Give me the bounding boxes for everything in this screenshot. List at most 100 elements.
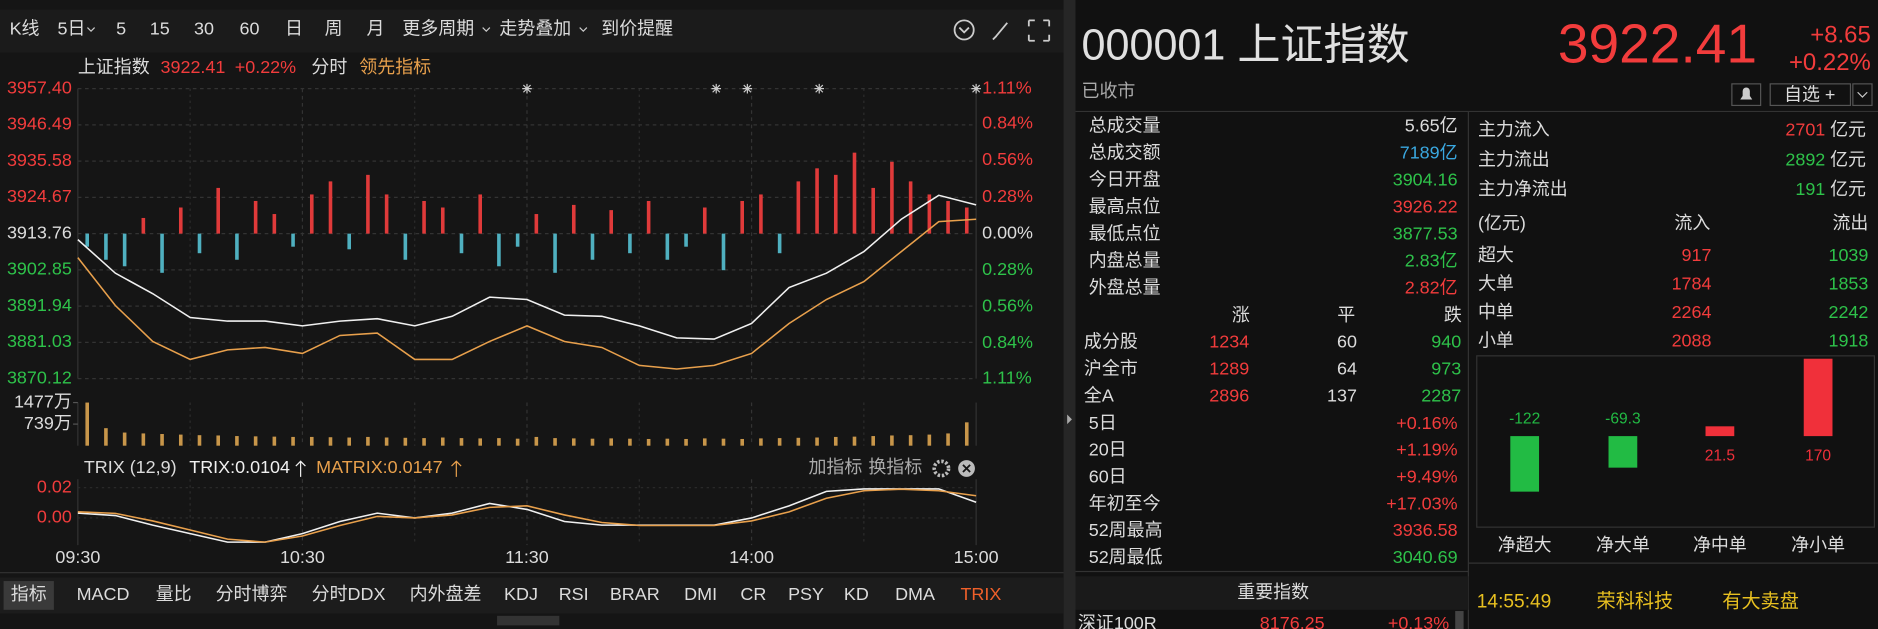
dropdown-arrow xyxy=(1857,91,1868,98)
indicator-tab[interactable]: KD xyxy=(844,584,869,604)
toolbar-item[interactable]: 更多周期 xyxy=(402,19,474,39)
indicator-bar xyxy=(609,210,613,234)
toolbar-item[interactable]: 走势叠加 xyxy=(499,19,571,39)
toolbar-item[interactable]: 5日 xyxy=(57,19,85,39)
toolbar-item[interactable]: 到价提醒 xyxy=(601,19,673,39)
flow-unit: 亿元 xyxy=(1830,179,1866,199)
toolbar-item[interactable]: 5 xyxy=(116,19,126,39)
indicator-bar xyxy=(534,214,539,234)
stat-label: 总成交量 xyxy=(1089,116,1161,136)
indicator-tab[interactable]: BRAR xyxy=(610,584,660,604)
x-tick-label: 净小单 xyxy=(1791,535,1845,555)
flow-row-value: 1784 xyxy=(1672,274,1712,294)
perf-value: +0.16% xyxy=(1396,413,1457,433)
stat-value: 7189亿 xyxy=(1400,143,1458,163)
flow-row-value: 1853 xyxy=(1828,274,1868,294)
toolbar-item[interactable]: 15 xyxy=(150,19,170,39)
toolbar-item[interactable]: 日 xyxy=(285,19,303,39)
bar-value-label: -69.3 xyxy=(1605,410,1640,427)
up-arrow xyxy=(295,460,306,477)
y-tick-label: 3957.40 xyxy=(7,77,72,97)
flow-value: 2892 xyxy=(1785,149,1825,169)
watch-button[interactable] xyxy=(1769,83,1852,107)
fullscreen-button[interactable] xyxy=(1027,19,1051,42)
splitter[interactable] xyxy=(1063,0,1076,629)
indicator-tab[interactable]: KDJ xyxy=(504,584,538,604)
switch-indicator[interactable]: 换指标 xyxy=(868,457,922,477)
breadth-header: 涨 xyxy=(1232,305,1250,325)
volume-bar xyxy=(328,437,333,446)
indicator-tab[interactable]: 指标 xyxy=(11,584,47,604)
watch-dropdown[interactable] xyxy=(1852,83,1873,107)
draw-button[interactable] xyxy=(992,22,1008,41)
volume-bar xyxy=(216,435,221,446)
flow-header: 流入 xyxy=(1674,213,1710,233)
flow-row-value: 1039 xyxy=(1828,245,1868,265)
volume-bar xyxy=(553,438,557,446)
x-tick-label: 11:30 xyxy=(505,547,549,567)
toolbar-item[interactable]: 60 xyxy=(240,19,260,39)
volume-bar xyxy=(366,436,370,446)
toolbar-item[interactable]: 30 xyxy=(194,19,214,39)
quote-title: 000001 上证指数 xyxy=(1082,21,1410,69)
indicator-tab[interactable]: DMA xyxy=(895,584,935,604)
volume-bar xyxy=(964,422,969,446)
indicator-tab[interactable]: TRIX xyxy=(960,584,1001,604)
indicator-bar xyxy=(908,181,913,234)
index-value: 8176.25 xyxy=(1260,613,1325,629)
toolbar-item[interactable]: 周 xyxy=(325,19,343,39)
settings-button[interactable] xyxy=(932,459,951,478)
volume-bar xyxy=(347,437,352,446)
index-name[interactable]: 深证100R xyxy=(1078,613,1157,629)
volume-bar xyxy=(85,402,90,446)
ticker-event: 有大卖盘 xyxy=(1722,591,1799,613)
breadth-header: 平 xyxy=(1337,305,1355,325)
header-change: +0.22% xyxy=(235,57,296,77)
toolbar-item[interactable]: 月 xyxy=(366,19,384,39)
alert-button[interactable] xyxy=(1731,83,1762,107)
indicator-tab[interactable]: DMI xyxy=(684,584,717,604)
volume-bar xyxy=(235,436,239,446)
price-line xyxy=(77,488,977,543)
scroll-handle[interactable] xyxy=(497,615,560,626)
scrollbar[interactable] xyxy=(1455,611,1464,629)
indicator-tab[interactable]: 分时博弈 xyxy=(216,584,288,604)
indicator-tab[interactable]: 分时DDX xyxy=(312,584,386,604)
up-arrow xyxy=(451,460,462,477)
stat-value: 2.82亿 xyxy=(1405,277,1458,297)
splitter-arrow[interactable] xyxy=(1067,414,1072,425)
collapse-button[interactable] xyxy=(953,19,975,41)
quote-change-pct: +0.22% xyxy=(1789,49,1871,76)
indicator-bar xyxy=(459,233,464,254)
indicator-tab[interactable]: RSI xyxy=(559,584,589,604)
quote-price: 3922.41 xyxy=(1558,12,1757,74)
watch-label[interactable]: 自选 + xyxy=(1784,85,1835,105)
indicator-bar xyxy=(309,194,314,234)
breadth-label: 全A xyxy=(1084,385,1114,405)
y2-tick-label: 0.28% xyxy=(982,259,1033,279)
indicator-tab[interactable]: 量比 xyxy=(156,584,192,604)
ticker-stock[interactable]: 荣科科技 xyxy=(1597,591,1674,613)
volume-bar xyxy=(740,438,744,446)
y-tick-label: 3891.94 xyxy=(7,295,72,315)
y2-tick-label: 0.00% xyxy=(982,222,1033,242)
flow-label: 主力流出 xyxy=(1478,149,1550,169)
stat-value: 3904.16 xyxy=(1393,170,1458,190)
indicator-bar xyxy=(815,168,819,234)
y2-tick-label: 0.84% xyxy=(982,113,1033,133)
add-indicator[interactable]: 加指标 xyxy=(808,457,862,477)
flow-value: 191 xyxy=(1795,179,1825,199)
indicator-tab[interactable]: PSY xyxy=(788,584,824,604)
indicator-tab[interactable]: 内外盘差 xyxy=(410,584,482,604)
volume-bar xyxy=(478,438,483,446)
index-header xyxy=(1075,576,1469,610)
indicator-tab[interactable]: MACD xyxy=(77,584,130,604)
indicator-bar xyxy=(497,233,501,267)
flow-header: 流出 xyxy=(1832,213,1868,233)
series-name: 领先指标 xyxy=(359,57,431,77)
toolbar-icons xyxy=(953,19,1051,42)
indicator-tab[interactable]: CR xyxy=(740,584,766,604)
toolbar-item[interactable]: K线 xyxy=(10,19,40,39)
indicator-bar xyxy=(890,161,894,234)
indicator-bar xyxy=(702,207,707,234)
